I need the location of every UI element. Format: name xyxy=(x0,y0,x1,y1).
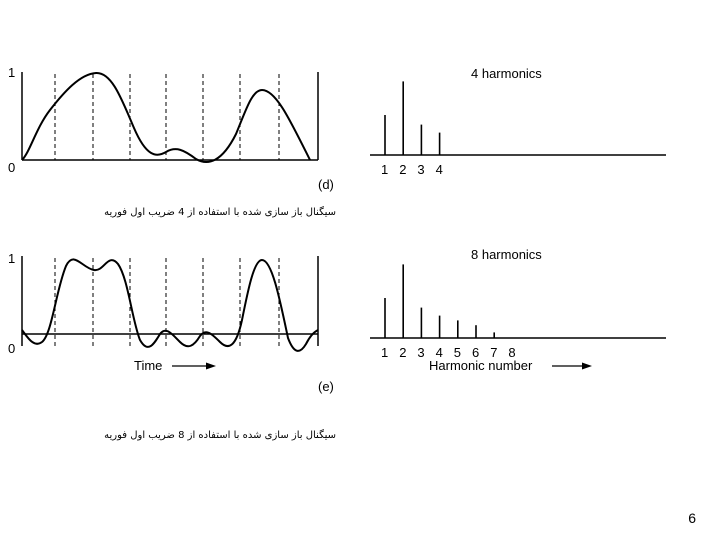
harmonic-axis-label: Harmonic number xyxy=(429,358,533,373)
spectrum-d-svg xyxy=(370,81,666,156)
spectrum-title-d: 4 harmonics xyxy=(471,66,542,81)
harmonic-tick-2: 2 xyxy=(399,345,407,360)
harmonic-tick-7: 7 xyxy=(490,345,498,360)
y-tick-bottom: 0 xyxy=(8,341,16,356)
harmonic-tick-8: 8 xyxy=(508,345,516,360)
harmonic-tick-4: 4 xyxy=(435,162,443,177)
waveform-e xyxy=(21,258,319,352)
caption-e: سیگنال باز سازی شده با استفاده از 8 ضریب… xyxy=(104,430,336,441)
y-tick-top: 1 xyxy=(8,251,16,266)
harmonic-tick-3: 3 xyxy=(417,162,425,177)
harmonic-tick-1: 1 xyxy=(381,162,389,177)
harmonic-tick-1: 1 xyxy=(381,345,389,360)
signal-plot-e: 1 0 Time (e) xyxy=(0,250,340,400)
y-tick-bottom: 0 xyxy=(8,160,16,175)
harmonic-tick-5: 5 xyxy=(453,345,462,360)
signal-plot-e-svg xyxy=(21,256,319,370)
harmonic-tick-3: 3 xyxy=(417,345,425,360)
signal-plot-d: 1 0 (d) xyxy=(0,60,340,200)
harmonic-tick-2: 2 xyxy=(399,162,407,177)
y-tick-top: 1 xyxy=(8,65,16,80)
figure-label-e: (e) xyxy=(318,379,334,394)
caption-d: سیگنال باز سازی شده با استفاده از 4 ضریب… xyxy=(104,207,336,218)
harmonic-tick-6: 6 xyxy=(472,345,480,360)
waveform-d xyxy=(21,71,311,163)
figure-label-d: (d) xyxy=(318,177,334,192)
time-label: Time xyxy=(134,358,163,373)
harmonic-arrow-head xyxy=(582,362,592,370)
slide-number: 6 xyxy=(688,510,696,526)
spectrum-e-svg xyxy=(370,264,666,370)
signal-plot-d-svg xyxy=(21,71,319,163)
bit-boundaries xyxy=(54,74,280,160)
time-arrow-head xyxy=(206,362,216,370)
spectrum-title-e: 8 harmonics xyxy=(471,247,542,262)
harmonic-tick-4: 4 xyxy=(435,345,443,360)
